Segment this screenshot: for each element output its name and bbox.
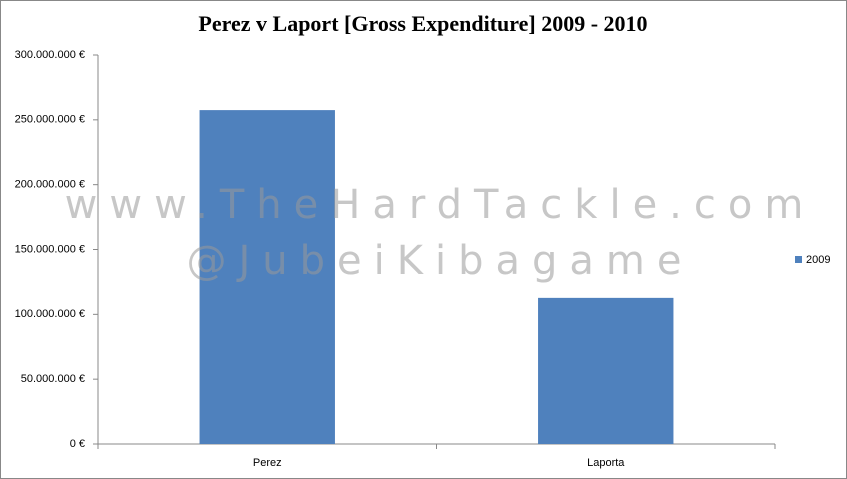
legend-label: 2009	[806, 254, 830, 266]
x-tick-label: Laporta	[587, 457, 625, 469]
y-tick-label: 50.000.000 €	[21, 373, 85, 385]
y-tick-label: 250.000.000 €	[15, 114, 85, 126]
y-tick-label: 100.000.000 €	[15, 308, 85, 320]
y-tick-label: 0 €	[70, 438, 85, 450]
legend-swatch	[795, 256, 802, 263]
bar	[199, 110, 335, 444]
chart-title: Perez v Laport [Gross Expenditure] 2009 …	[198, 11, 647, 36]
x-tick-label: Perez	[253, 457, 282, 469]
y-tick-label: 300.000.000 €	[15, 49, 85, 61]
watermark: www.TheHardTackle.com	[65, 182, 816, 228]
bar	[538, 297, 674, 444]
y-tick-label: 200.000.000 €	[15, 179, 85, 191]
y-tick-label: 150.000.000 €	[15, 243, 85, 255]
watermark: @JubeiKibagame	[187, 238, 694, 284]
